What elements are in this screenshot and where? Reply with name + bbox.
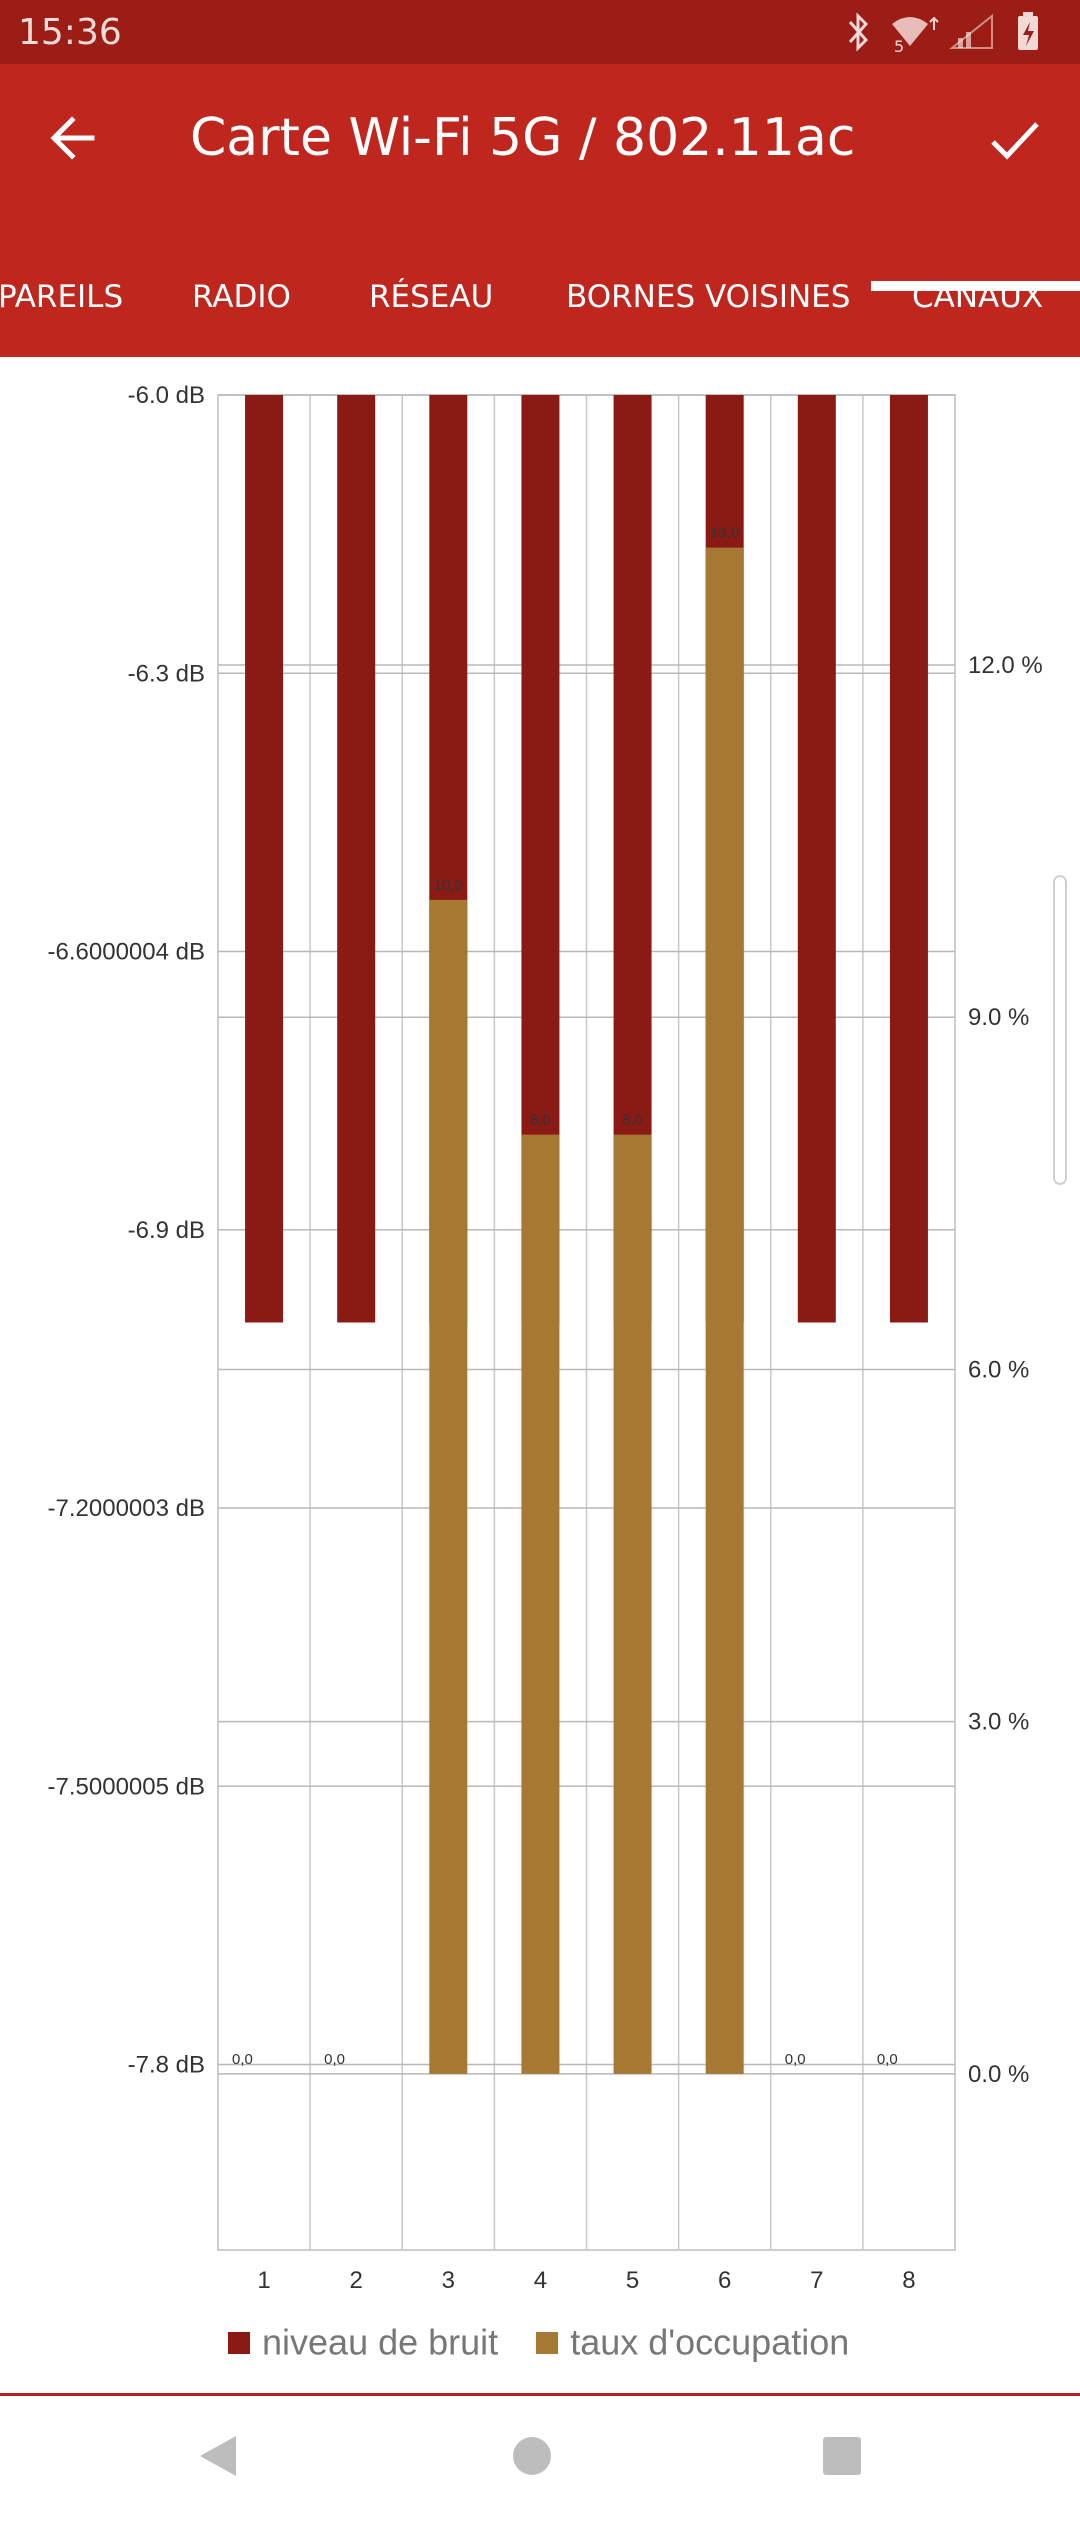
home-circle-icon[interactable] <box>513 2437 551 2475</box>
scrollbar[interactable] <box>1053 875 1067 1185</box>
arrow-back-icon <box>50 116 95 160</box>
occupancy-data-label: 0,0 <box>232 2051 253 2068</box>
tab-radio[interactable]: RADIO <box>192 279 291 315</box>
wifi-icon: 5 <box>892 16 939 54</box>
left-tick-label: -6.9 dB <box>128 1217 205 1244</box>
noise-bar <box>337 395 376 1323</box>
navigation-bar <box>0 2396 1080 2520</box>
recents-square-icon[interactable] <box>823 2437 861 2475</box>
nav-divider <box>0 2393 1080 2396</box>
category-label: 1 <box>257 2267 270 2294</box>
back-button[interactable] <box>44 108 104 168</box>
noise-bar <box>797 395 836 1323</box>
right-tick-label: 9.0 % <box>968 1004 1029 1031</box>
page-title: Carte Wi-Fi 5G / 802.11ac <box>190 108 856 168</box>
occupancy-data-label: 0,0 <box>877 2051 898 2068</box>
noise-bar <box>889 395 928 1323</box>
occupancy-bar <box>613 1134 652 2074</box>
left-tick-label: -6.3 dB <box>128 660 205 687</box>
tab-reseau[interactable]: RÉSEAU <box>369 279 494 315</box>
check-icon <box>991 122 1039 160</box>
left-tick-label: -7.8 dB <box>128 2052 205 2079</box>
tab-appareils[interactable]: PAREILS <box>0 279 124 315</box>
app-bar: Carte Wi-Fi 5G / 802.11ac PAREILS RADIO … <box>0 64 1080 357</box>
occupancy-data-label: 8,0 <box>622 1112 643 1129</box>
tab-canaux[interactable]: CANAUX <box>912 279 1044 315</box>
legend-label-occupancy: taux d'occupation <box>570 2321 850 2363</box>
occupancy-data-label: 8,0 <box>530 1112 551 1129</box>
category-label: 8 <box>902 2267 915 2294</box>
left-tick-label: -6.0 dB <box>128 382 205 409</box>
left-tick-label: -6.6000004 dB <box>48 939 205 966</box>
category-label: 2 <box>350 2267 363 2294</box>
legend-swatch-occupancy <box>536 2331 559 2354</box>
chart-grid <box>217 394 956 2251</box>
bluetooth-icon <box>848 12 869 52</box>
battery-charging-icon <box>1018 12 1038 50</box>
tab-selected-indicator <box>871 281 1080 291</box>
occupancy-bar <box>705 547 744 2074</box>
category-label: 6 <box>718 2267 731 2294</box>
right-tick-label: 3.0 % <box>968 1709 1029 1736</box>
legend-item-occupancy: taux d'occupation <box>536 2319 849 2363</box>
left-tick-label: -7.5000005 dB <box>48 1773 205 1800</box>
chart-bars <box>245 395 928 2074</box>
channel-chart: -6.0 dB -6.3 dB -6.6000004 dB -6.9 dB -7.200… <box>48 382 1043 2294</box>
confirm-button[interactable] <box>985 110 1045 170</box>
occupancy-bar <box>521 1134 560 2074</box>
signal-icon <box>949 13 993 49</box>
category-label: 4 <box>534 2267 547 2294</box>
left-tick-label: -7.2000003 dB <box>48 1495 205 1522</box>
occupancy-bar <box>429 899 468 2074</box>
status-bar: 15:36 5 <box>0 0 1080 64</box>
category-label: 7 <box>810 2267 823 2294</box>
wifi-band-label: 5 <box>894 37 904 54</box>
tab-bornes-voisines[interactable]: BORNES VOISINES <box>566 279 851 315</box>
tab-bar: PAREILS RADIO RÉSEAU BORNES VOISINES CAN… <box>0 244 1080 357</box>
chart-legend: niveau de bruit taux d'occupation <box>228 2318 877 2363</box>
occupancy-data-label: 10,0 <box>434 877 463 894</box>
noise-bar <box>245 395 284 1323</box>
occupancy-data-label: 0,0 <box>324 2051 345 2068</box>
category-label: 5 <box>626 2267 639 2294</box>
category-label: 3 <box>442 2267 455 2294</box>
occupancy-data-label: 13,0 <box>710 525 739 542</box>
chart-labels: -6.0 dB -6.3 dB -6.6000004 dB -6.9 dB -7.200… <box>48 382 1043 2294</box>
legend-item-noise: niveau de bruit <box>228 2319 498 2363</box>
back-triangle-icon[interactable] <box>200 2436 236 2476</box>
legend-swatch-noise <box>228 2331 250 2354</box>
occupancy-data-label: 0,0 <box>785 2051 806 2068</box>
status-icons: 5 <box>848 12 1038 54</box>
legend-label-noise: niveau de bruit <box>262 2321 499 2363</box>
right-tick-label: 6.0 % <box>968 1356 1029 1383</box>
status-time: 15:36 <box>18 12 122 53</box>
right-tick-label: 12.0 % <box>968 652 1043 679</box>
right-tick-label: 0.0 % <box>968 2061 1029 2088</box>
